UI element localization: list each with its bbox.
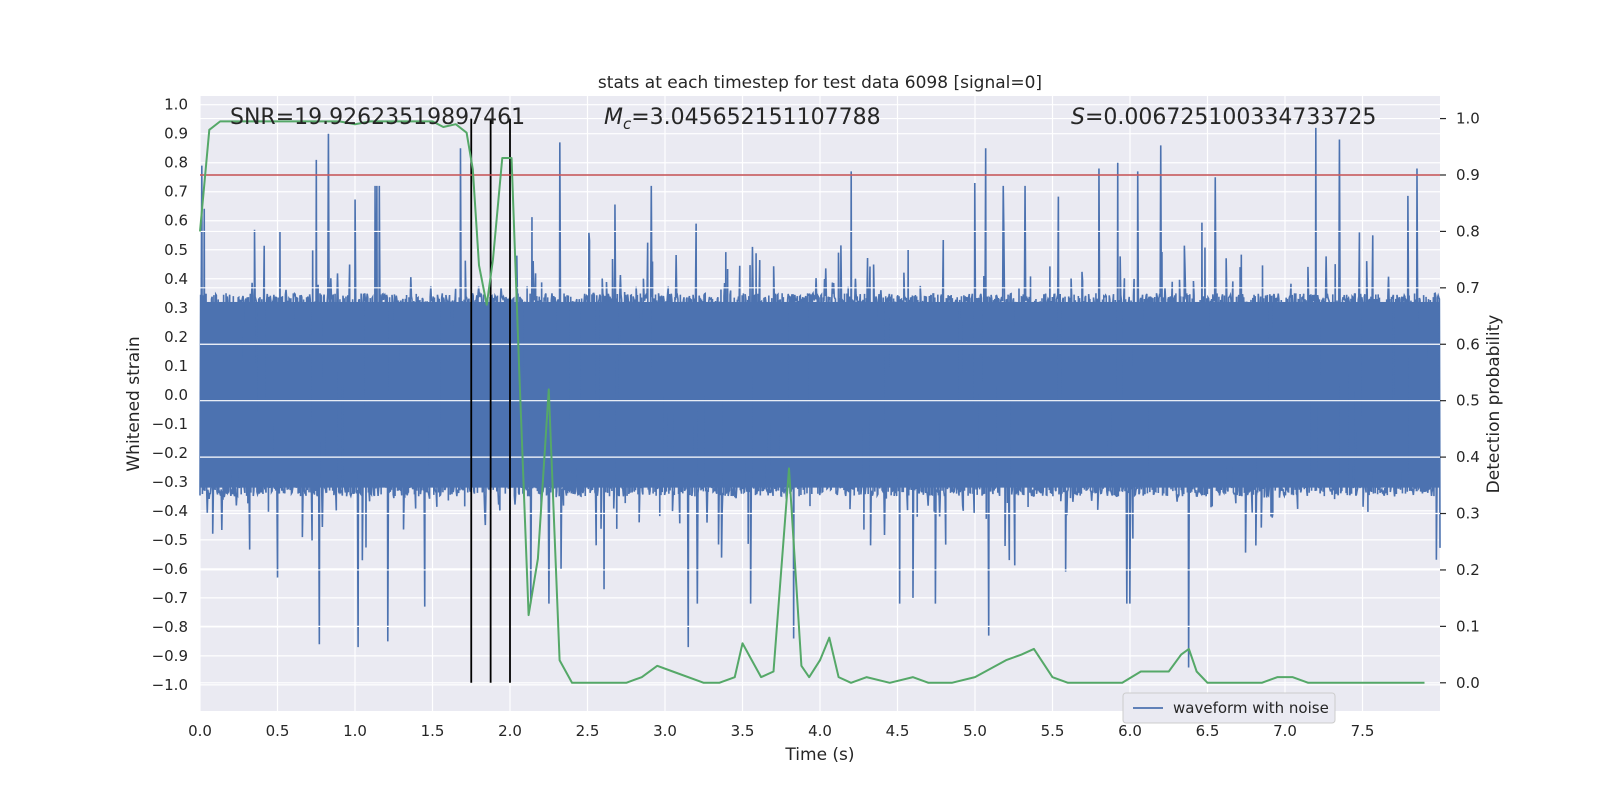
- y-tick-label: −1.0: [152, 676, 188, 694]
- y-tick-label: 1.0: [164, 96, 188, 114]
- y-tick-label: −0.8: [152, 618, 188, 636]
- legend-box: [1122, 692, 1336, 724]
- y2-tick-label: 0.6: [1456, 335, 1480, 353]
- y-tick-label: 0.0: [164, 386, 188, 404]
- x-tick-label: 1.5: [421, 722, 445, 740]
- probability-line: [199, 120, 1425, 684]
- x-tick-label: 5.5: [1041, 722, 1065, 740]
- probability-layer: [199, 120, 1425, 684]
- mc-value: =3.045652151107788: [631, 105, 880, 130]
- y-tick-label: 0.4: [164, 270, 188, 288]
- y2-tick-label: 1.0: [1456, 110, 1480, 128]
- y-axis-label: Whitened strain: [124, 336, 144, 471]
- y-tick-label: −0.1: [152, 415, 188, 433]
- x-tick-label: 2.0: [498, 722, 522, 740]
- y2-tick-label: 0.8: [1456, 222, 1480, 240]
- y-tick-label: −0.5: [152, 531, 188, 549]
- legend: waveform with noise: [1122, 692, 1336, 724]
- legend-label: waveform with noise: [1173, 699, 1329, 717]
- x-tick-label: 7.5: [1351, 722, 1375, 740]
- y-tick-label: −0.9: [152, 647, 188, 665]
- x-tick-label: 3.0: [653, 722, 677, 740]
- x-axis-label: Time (s): [784, 745, 854, 765]
- snr-annotation: SNR=19.92623519897461: [230, 105, 525, 130]
- x-tick-label: 6.0: [1118, 722, 1142, 740]
- mc-symbol: M: [604, 105, 623, 130]
- x-tick-label: 3.5: [731, 722, 755, 740]
- y-tick-label: −0.4: [152, 502, 188, 520]
- y-tick-label: −0.2: [152, 444, 188, 462]
- tick-labels: 0.0 0.5 1.0 1.5 2.0 2.5 3.0 3.5 4.0 4.5 5.0 5.5 6.0 6…: [152, 96, 1480, 740]
- s-value: =0.006725100334733725: [1085, 105, 1376, 130]
- x-tick-label: 4.5: [886, 722, 910, 740]
- mc-subscript: c: [623, 115, 632, 133]
- y2-tick-label: 0.0: [1456, 674, 1480, 692]
- y-tick-label: 0.8: [164, 154, 188, 172]
- x-tick-label: 4.0: [808, 722, 832, 740]
- x-tick-label: 7.0: [1273, 722, 1297, 740]
- y2-axis-label: Detection probability: [1484, 315, 1504, 494]
- chart-title: stats at each timestep for test data 609…: [598, 73, 1042, 93]
- y-tick-label: 0.9: [164, 125, 188, 143]
- y-tick-label: −0.7: [152, 589, 188, 607]
- y2-tick-label: 0.5: [1456, 392, 1480, 410]
- s-symbol: S: [1071, 105, 1085, 130]
- s-annotation: S=0.006725100334733725: [1071, 105, 1376, 130]
- y-tick-label: −0.3: [152, 473, 188, 491]
- y2-tick-label: 0.1: [1456, 617, 1480, 635]
- y-tick-label: 0.2: [164, 328, 188, 346]
- y-tick-label: 0.1: [164, 357, 188, 375]
- x-tick-label: 5.0: [963, 722, 987, 740]
- y2-tick-label: 0.4: [1456, 448, 1480, 466]
- y-tick-label: −0.6: [152, 560, 188, 578]
- y-tick-label: 0.3: [164, 299, 188, 317]
- mc-annotation: Mc=3.045652151107788: [604, 105, 881, 133]
- y-tick-label: 0.7: [164, 183, 188, 201]
- vertical-lines: [470, 118, 511, 683]
- x-tick-label: 1.0: [343, 722, 367, 740]
- y-tick-label: 0.6: [164, 212, 188, 230]
- x-tick-label: 6.5: [1196, 722, 1220, 740]
- x-tick-label: 0.0: [188, 722, 212, 740]
- x-tick-label: 2.5: [576, 722, 600, 740]
- y2-tick-label: 0.7: [1456, 279, 1480, 297]
- x-tick-label: 0.5: [266, 722, 290, 740]
- y2-tick-label: 0.2: [1456, 561, 1480, 579]
- y-tick-label: 0.5: [164, 241, 188, 259]
- y2-tick-label: 0.9: [1456, 166, 1480, 184]
- y2-tick-label: 0.3: [1456, 505, 1480, 523]
